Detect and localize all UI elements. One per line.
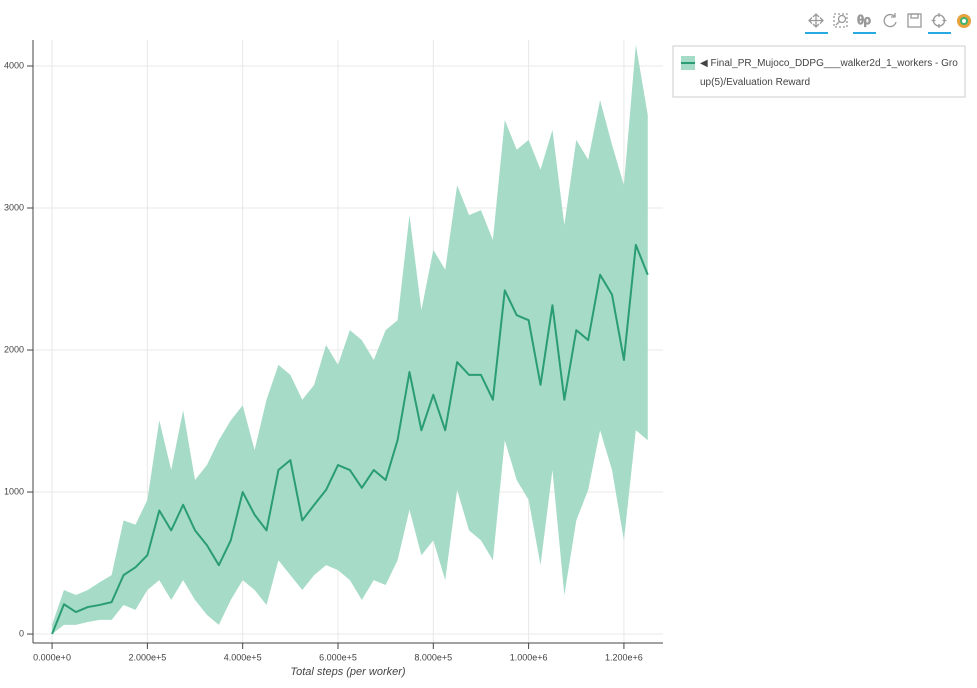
y-tick-label: 3000: [4, 202, 24, 212]
x-tick-label: 1.200e+6: [605, 652, 643, 662]
x-tick-label: 2.000e+5: [128, 652, 166, 662]
x-tick-label: 6.000e+5: [319, 652, 357, 662]
box-zoom-tool[interactable]: [833, 13, 848, 28]
x-tick-label: 0.000e+0: [33, 652, 71, 662]
y-tick-label: 1000: [4, 486, 24, 496]
y-tick-label: 2000: [4, 344, 24, 354]
legend-box: [672, 45, 966, 98]
x-axis-title: Total steps (per worker): [290, 666, 405, 678]
y-tick-label: 4000: [4, 60, 24, 70]
reset-tool[interactable]: [883, 13, 897, 28]
hover-tool[interactable]: [928, 13, 951, 34]
pan-tool[interactable]: [805, 13, 828, 34]
svg-text:θρ: θρ: [857, 13, 871, 27]
line: [51, 243, 649, 635]
x-tick-label: 8.000e+5: [414, 652, 452, 662]
plot-area: 0 1000 2000 3000 4000 0.000e+0 2.000e+5 4.000e+…: [4, 40, 663, 662]
toolbar: θρ: [805, 13, 971, 34]
legend: ◀ Final_PR_Mujoco_DDPG___walker2d_1_work…: [672, 45, 966, 98]
wheel-zoom-tool[interactable]: θρ: [853, 13, 876, 34]
y-tick-label: 0: [19, 628, 24, 638]
bokeh-logo[interactable]: [957, 14, 971, 28]
legend-text[interactable]: ◀ Final_PR_Mujoco_DDPG___walker2d_1_work…: [700, 58, 958, 88]
x-tick-label: 4.000e+5: [224, 652, 262, 662]
legend-label: ◀ Final_PR_Mujoco_DDPG___walker2d_1_work…: [700, 58, 958, 88]
save-tool[interactable]: [907, 13, 922, 28]
band: [52, 44, 648, 635]
x-tick-label: 1.000e+6: [510, 652, 548, 662]
